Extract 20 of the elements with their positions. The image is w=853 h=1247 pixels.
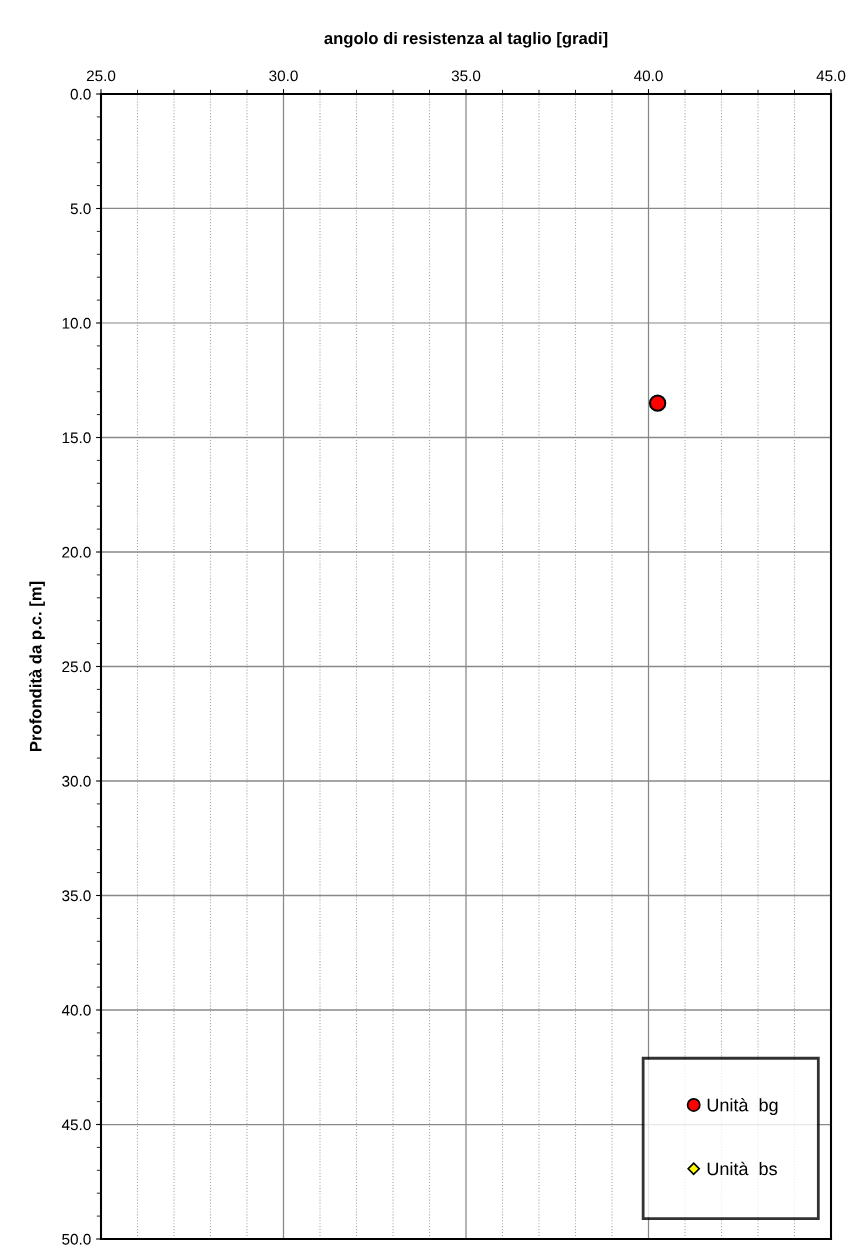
legend-label: Unità bs xyxy=(707,1161,777,1176)
y-tick-label: 50.0 xyxy=(62,1233,91,1245)
x-tick-label: 35.0 xyxy=(451,70,481,82)
y-tick-label: 40.0 xyxy=(61,1004,91,1016)
y-tick-label: 45.0 xyxy=(61,1119,91,1131)
chart-title: angolo di resistenza al taglio [gradi] xyxy=(324,31,608,48)
y-tick-label: 0.0 xyxy=(70,88,91,100)
y-tick-label: 15.0 xyxy=(62,432,91,444)
x-tick-label: 30.0 xyxy=(269,70,298,82)
y-tick-label: 20.0 xyxy=(62,546,91,558)
y-tick-label: 30.0 xyxy=(62,775,91,787)
y-tick-label: 35.0 xyxy=(62,890,91,902)
y-tick-label: 10.0 xyxy=(62,317,91,329)
y-tick-label: 25.0 xyxy=(62,661,91,673)
x-tick-label: 40.0 xyxy=(633,70,663,82)
legend-label: Unità bg xyxy=(707,1097,778,1116)
x-tick-label: 25.0 xyxy=(86,70,116,82)
y-axis-title: Profondità da p.c. [m] xyxy=(29,581,45,752)
x-tick-label: 45.0 xyxy=(816,70,846,82)
y-tick-label: 5.0 xyxy=(70,203,91,215)
